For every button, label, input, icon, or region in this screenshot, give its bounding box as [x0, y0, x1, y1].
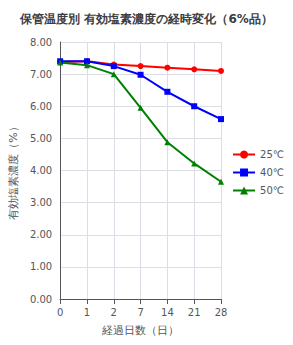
- svg-text:2: 2: [111, 307, 117, 318]
- svg-text:1: 1: [84, 307, 90, 318]
- svg-text:0: 0: [57, 307, 63, 318]
- svg-text:8.00: 8.00: [30, 37, 52, 48]
- svg-text:0.00: 0.00: [30, 294, 52, 305]
- svg-text:50℃: 50℃: [260, 185, 284, 196]
- svg-text:5.00: 5.00: [30, 133, 52, 144]
- svg-text:14: 14: [161, 307, 174, 318]
- svg-text:1.00: 1.00: [30, 261, 52, 272]
- svg-text:2.00: 2.00: [30, 229, 52, 240]
- svg-text:28: 28: [215, 307, 228, 318]
- svg-text:6.00: 6.00: [30, 101, 52, 112]
- svg-text:保管温度別 有効塩素濃度の経時変化（6%品）: 保管温度別 有効塩素濃度の経時変化（6%品）: [19, 12, 273, 26]
- svg-text:3.00: 3.00: [30, 197, 52, 208]
- svg-text:7: 7: [137, 307, 143, 318]
- svg-text:7.00: 7.00: [30, 69, 52, 80]
- svg-text:経過日数（日）: 経過日数（日）: [101, 324, 179, 337]
- svg-text:4.00: 4.00: [30, 165, 52, 176]
- svg-text:40℃: 40℃: [260, 167, 284, 178]
- svg-text:25℃: 25℃: [260, 149, 284, 160]
- svg-text:有効塩素濃度（%）: 有効塩素濃度（%）: [7, 121, 20, 219]
- svg-text:21: 21: [188, 307, 201, 318]
